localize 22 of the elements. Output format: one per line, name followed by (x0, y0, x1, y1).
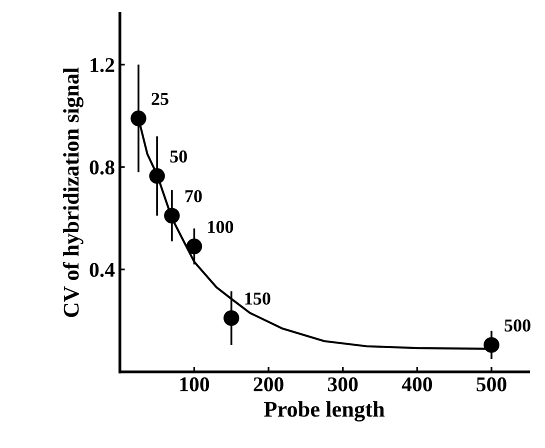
x-tick-label: 100 (180, 377, 210, 392)
point (224, 310, 240, 326)
annotation: 25 (152, 92, 168, 106)
y-tick-label: 0.4 (90, 262, 115, 277)
y-axis-title: CV of hybridization signal (62, 68, 84, 317)
x-tick-label: 400 (402, 377, 432, 392)
x-tick-label: 500 (476, 377, 506, 392)
point (484, 337, 500, 353)
y-tick-label: 1.2 (90, 58, 114, 72)
point (164, 208, 180, 224)
point (130, 110, 146, 126)
annotation: 500 (504, 319, 530, 332)
point (149, 168, 165, 184)
annotation: 70 (185, 190, 202, 202)
annotation: 50 (170, 150, 187, 163)
x-axis-title: Probe length (264, 401, 385, 422)
y-tick-label: 0.8 (90, 160, 114, 175)
point (186, 238, 202, 254)
annotation: 100 (208, 220, 234, 234)
x-tick-label: 300 (328, 377, 358, 392)
x-tick-label: 200 (254, 377, 284, 392)
annotation: 150 (245, 292, 270, 305)
